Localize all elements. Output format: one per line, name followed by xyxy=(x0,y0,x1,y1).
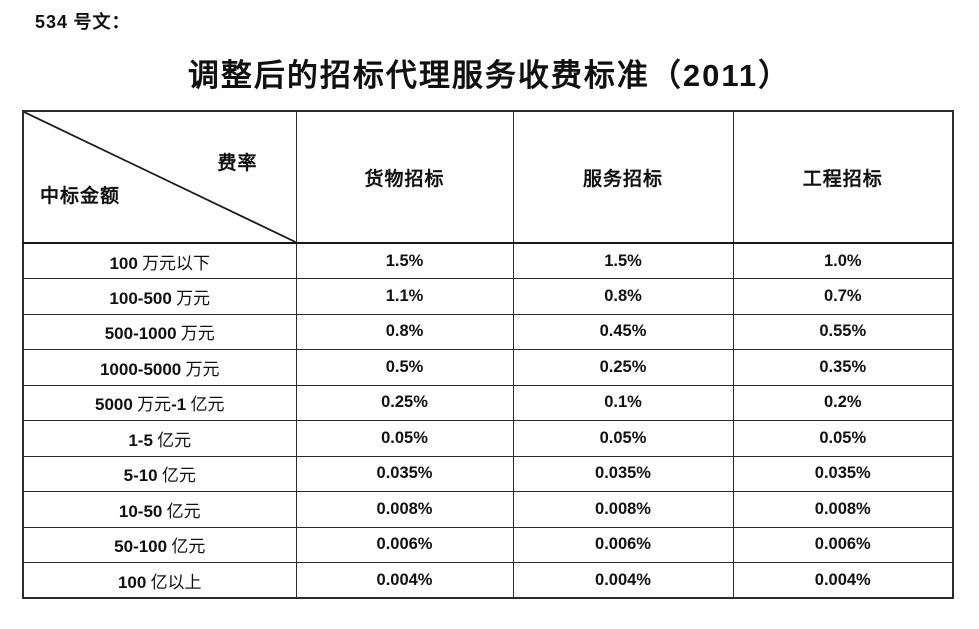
rate-cell: 0.1% xyxy=(512,384,734,421)
tier-label: 50-100 亿元 xyxy=(22,526,297,563)
tier-label: 500-1000 万元 xyxy=(22,313,297,350)
rate-cell: 1.1% xyxy=(295,278,514,315)
rate-cell: 1.5% xyxy=(512,242,734,279)
table-header-row: 费率 中标金额 货物招标 服务招标 工程招标 xyxy=(22,110,954,244)
tier-label: 1-5 亿元 xyxy=(22,420,297,457)
doc-number: 534 号文： xyxy=(35,12,131,32)
rate-cell: 0.004% xyxy=(512,562,734,599)
rate-cell: 0.006% xyxy=(295,526,514,563)
tier-label: 100 万元以下 xyxy=(22,242,297,279)
table-row: 100-500 万元 1.1% 0.8% 0.7% xyxy=(22,278,954,315)
rate-cell: 0.008% xyxy=(512,491,734,528)
rate-cell: 0.004% xyxy=(732,562,954,599)
table-row: 5-10 亿元 0.035% 0.035% 0.035% xyxy=(22,455,954,492)
rate-cell: 0.05% xyxy=(295,420,514,457)
rate-cell: 0.55% xyxy=(732,313,954,350)
table-row: 50-100 亿元 0.006% 0.006% 0.006% xyxy=(22,526,954,563)
tier-label: 10-50 亿元 xyxy=(22,491,297,528)
rate-cell: 0.7% xyxy=(732,278,954,315)
corner-label-rate: 费率 xyxy=(217,153,258,174)
rate-cell: 0.2% xyxy=(732,384,954,421)
column-header-engineering: 工程招标 xyxy=(732,110,954,244)
table-row: 100 亿以上 0.004% 0.004% 0.004% xyxy=(22,562,954,599)
rate-cell: 0.25% xyxy=(295,384,514,421)
rate-cell: 0.5% xyxy=(295,349,514,386)
rate-cell: 0.8% xyxy=(295,313,514,350)
rate-cell: 1.0% xyxy=(732,242,954,279)
column-header-goods: 货物招标 xyxy=(295,110,514,244)
tier-label: 5000 万元-1 亿元 xyxy=(22,384,297,421)
table-row: 1-5 亿元 0.05% 0.05% 0.05% xyxy=(22,420,954,457)
tier-label: 1000-5000 万元 xyxy=(22,349,297,386)
table-row: 500-1000 万元 0.8% 0.45% 0.55% xyxy=(22,313,954,350)
rate-cell: 0.006% xyxy=(732,526,954,563)
rate-cell: 0.25% xyxy=(512,349,734,386)
rate-cell: 0.008% xyxy=(295,491,514,528)
rate-cell: 0.035% xyxy=(512,455,734,492)
rate-cell: 0.008% xyxy=(732,491,954,528)
rate-cell: 0.45% xyxy=(512,313,734,350)
rate-cell: 0.8% xyxy=(512,278,734,315)
table-row: 1000-5000 万元 0.5% 0.25% 0.35% xyxy=(22,349,954,386)
rate-cell: 1.5% xyxy=(295,242,514,279)
diagonal-corner-cell: 费率 中标金额 xyxy=(22,110,297,244)
table-row: 10-50 亿元 0.008% 0.008% 0.008% xyxy=(22,491,954,528)
tier-label: 100-500 万元 xyxy=(22,278,297,315)
rate-cell: 0.35% xyxy=(732,349,954,386)
diagonal-line xyxy=(24,112,296,242)
rate-cell: 0.05% xyxy=(512,420,734,457)
table-row: 100 万元以下 1.5% 1.5% 1.0% xyxy=(22,242,954,279)
rate-cell: 0.004% xyxy=(295,562,514,599)
table-row: 5000 万元-1 亿元 0.25% 0.1% 0.2% xyxy=(22,384,954,421)
rate-cell: 0.035% xyxy=(295,455,514,492)
corner-label-amount: 中标金额 xyxy=(40,186,121,207)
tier-label: 100 亿以上 xyxy=(22,562,297,599)
rate-cell: 0.05% xyxy=(732,420,954,457)
tier-label: 5-10 亿元 xyxy=(22,455,297,492)
rate-cell: 0.035% xyxy=(732,455,954,492)
column-header-services: 服务招标 xyxy=(512,110,734,244)
fee-rate-table: 费率 中标金额 货物招标 服务招标 工程招标 100 万元以下 1.5% 1.5… xyxy=(22,110,954,599)
rate-cell: 0.006% xyxy=(512,526,734,563)
page-title: 调整后的招标代理服务收费标准（2011） xyxy=(187,58,792,93)
